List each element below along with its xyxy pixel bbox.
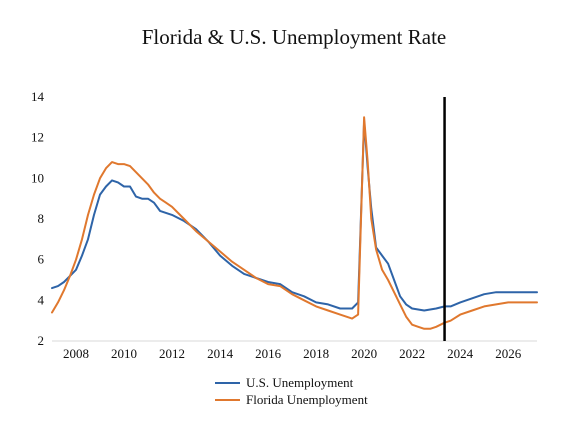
x-axis-ticks: 2008 2010 2012 2014 2016 2018 2020 2022 2024 2026 (63, 346, 522, 361)
x-tick-label: 2020 (351, 346, 377, 361)
x-tick-label: 2010 (111, 346, 137, 361)
legend-label: Florida Unemployment (246, 392, 368, 407)
y-tick-label: 6 (38, 252, 45, 267)
x-tick-label: 2024 (447, 346, 474, 361)
y-tick-label: 14 (31, 89, 45, 104)
y-axis-ticks: 2 4 6 8 10 12 14 (31, 89, 45, 348)
legend: U.S. Unemployment Florida Unemployment (215, 375, 368, 407)
y-tick-label: 12 (31, 130, 44, 145)
series-lines (51, 116, 538, 330)
x-tick-label: 2018 (303, 346, 329, 361)
y-tick-label: 8 (38, 211, 45, 226)
series-line-florida-unemployment (51, 116, 538, 330)
x-tick-label: 2022 (399, 346, 425, 361)
y-tick-label: 2 (38, 333, 45, 348)
x-tick-label: 2012 (159, 346, 185, 361)
legend-label: U.S. Unemployment (246, 375, 354, 390)
y-tick-label: 10 (31, 170, 44, 185)
x-tick-label: 2008 (63, 346, 89, 361)
x-tick-label: 2014 (207, 346, 234, 361)
chart-title: Florida & U.S. Unemployment Rate (142, 25, 446, 49)
series-line-us-unemployment (51, 120, 538, 312)
x-tick-label: 2016 (255, 346, 282, 361)
y-tick-label: 4 (38, 292, 45, 307)
x-tick-label: 2026 (495, 346, 522, 361)
